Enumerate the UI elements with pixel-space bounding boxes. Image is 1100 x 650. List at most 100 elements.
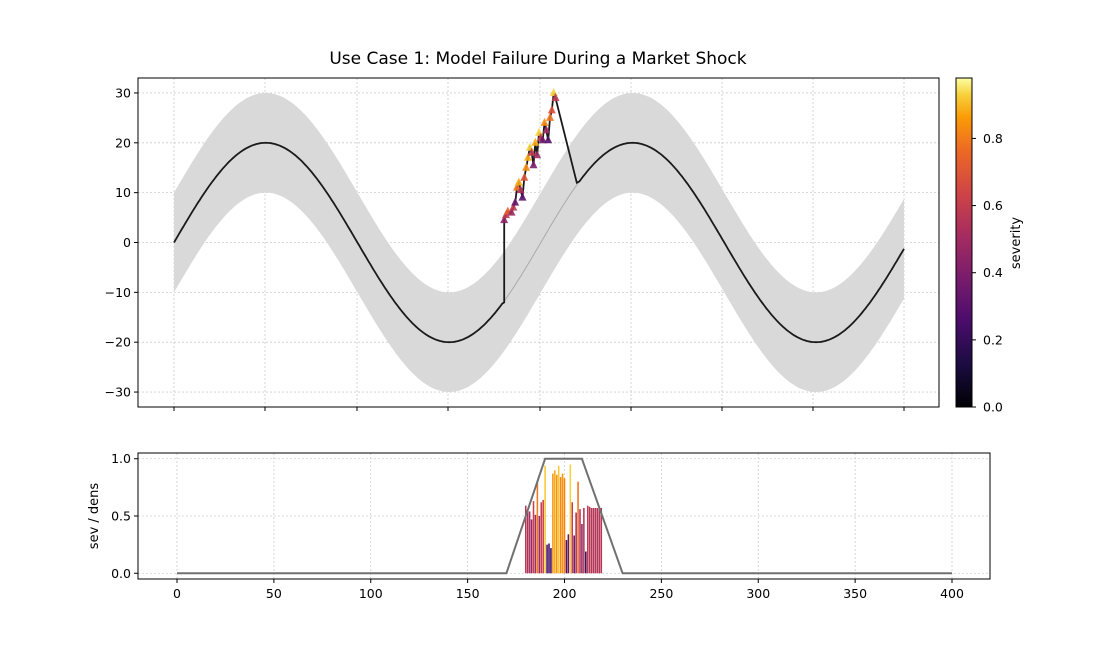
- severity-bar: [528, 511, 531, 574]
- severity-bar: [596, 507, 599, 574]
- y-tick-label: 30: [115, 85, 131, 100]
- severity-marker: [535, 127, 543, 136]
- severity-bar: [575, 512, 577, 574]
- severity-bar: [573, 535, 575, 574]
- severity-marker: [546, 112, 555, 121]
- severity-bar: [569, 464, 572, 574]
- severity-bar: [540, 502, 543, 574]
- x-tick-label: 300: [746, 586, 770, 601]
- density-line: [177, 457, 952, 575]
- severity-marker: [509, 202, 518, 211]
- severity-marker: [522, 162, 531, 171]
- x-tick-label: 50: [266, 586, 282, 601]
- severity-bar: [548, 543, 550, 574]
- severity-markers: [500, 87, 560, 224]
- severity-bar: [550, 548, 552, 574]
- severity-marker: [538, 135, 547, 144]
- severity-marker: [549, 87, 558, 96]
- y-tick-label: 20: [115, 135, 131, 150]
- y-tick-label: 0.5: [111, 509, 131, 524]
- severity-bar: [536, 480, 539, 574]
- severity-marker: [514, 177, 523, 186]
- colorbar-tick-label: 0.0: [983, 400, 1003, 415]
- bottom-y-ticks: 0.0 0.5 1.0: [111, 451, 138, 581]
- y-tick-label: −10: [105, 285, 131, 300]
- x-tick-label: 100: [359, 586, 383, 601]
- severity-bar: [546, 544, 548, 574]
- severity-bar: [588, 506, 591, 574]
- colorbar-tick-label: 0.2: [983, 332, 1003, 347]
- severity-bar: [538, 516, 541, 574]
- severity-bars: [524, 464, 603, 574]
- severity-marker: [511, 197, 520, 206]
- colorbar: [955, 77, 973, 408]
- confidence-band: [174, 93, 904, 392]
- x-tick-label: 250: [649, 586, 673, 601]
- severity-marker: [540, 117, 549, 126]
- severity-marker: [547, 105, 556, 114]
- y-tick-label: 0: [123, 235, 131, 250]
- severity-bar: [567, 534, 570, 574]
- severity-bar: [594, 507, 597, 574]
- severity-bar: [563, 478, 566, 574]
- severity-marker: [500, 215, 509, 224]
- observed-series-line: [173, 92, 905, 344]
- severity-bar: [526, 511, 529, 574]
- severity-bar: [554, 470, 556, 574]
- severity-bar: [530, 519, 533, 574]
- x-tick-label: 350: [843, 586, 867, 601]
- x-tick-label: 400: [940, 586, 964, 601]
- severity-marker: [523, 152, 532, 161]
- colorbar-ticks: 0.0 0.2 0.4 0.6 0.8: [972, 131, 1003, 415]
- colorbar-tick-label: 0.6: [983, 198, 1003, 213]
- severity-bar: [561, 473, 564, 574]
- bottom-x-ticks: 0 50 100 150 200 250 300 350 400: [173, 579, 964, 601]
- severity-bar: [598, 507, 601, 574]
- y-tick-label: 10: [115, 185, 131, 200]
- severity-marker: [518, 192, 527, 201]
- severity-marker: [529, 160, 538, 169]
- severity-bar: [600, 507, 603, 574]
- underlying-baseline: [503, 178, 582, 302]
- severity-bar: [581, 524, 583, 574]
- severity-marker: [531, 137, 540, 146]
- severity-marker: [516, 185, 525, 194]
- x-tick-label: 200: [553, 586, 577, 601]
- series-lines: [173, 92, 905, 344]
- severity-marker: [527, 147, 536, 156]
- colorbar-tick-label: 0.4: [983, 265, 1003, 280]
- severity-bar: [534, 514, 537, 574]
- severity-marker: [542, 125, 551, 134]
- top-x-ticks: [173, 407, 905, 411]
- severity-marker: [533, 150, 542, 159]
- bottom-y-label: sev / dens: [87, 483, 102, 550]
- severity-bar: [524, 505, 527, 574]
- severity-marker: [507, 207, 516, 216]
- y-tick-label: −30: [105, 385, 131, 400]
- severity-bar: [579, 509, 581, 574]
- severity-bar: [532, 501, 535, 574]
- severity-bar: [585, 551, 587, 574]
- severity-bar: [577, 481, 579, 574]
- severity-marker: [520, 172, 529, 181]
- severity-bar: [592, 507, 595, 574]
- y-tick-label: −20: [105, 335, 131, 350]
- x-tick-label: 150: [456, 586, 480, 601]
- severity-bar: [583, 507, 585, 574]
- severity-marker: [551, 92, 560, 101]
- severity-bar: [557, 465, 560, 574]
- severity-bar: [544, 465, 546, 574]
- y-tick-label: 1.0: [111, 451, 131, 466]
- x-tick-label: 0: [173, 586, 181, 601]
- severity-bar: [552, 473, 554, 574]
- severity-bar: [559, 477, 562, 574]
- top-y-ticks: −30 −20 −10 0 10 20 30: [105, 85, 138, 400]
- severity-bar: [586, 505, 589, 574]
- severity-bar: [590, 507, 593, 574]
- colorbar-tick-label: 0.8: [983, 131, 1003, 146]
- density-curve: [177, 457, 952, 575]
- severity-marker: [544, 135, 553, 144]
- severity-bar: [555, 474, 558, 574]
